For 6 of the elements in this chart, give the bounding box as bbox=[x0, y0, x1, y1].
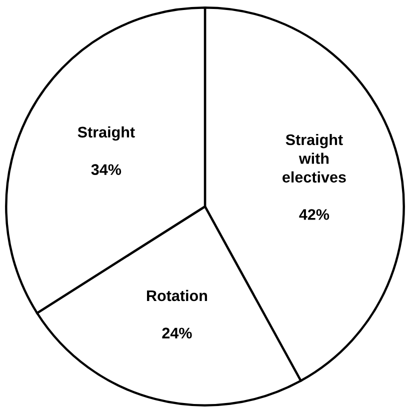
slice-label: Straight with electives bbox=[282, 134, 346, 183]
data-label: 34% bbox=[91, 164, 122, 176]
data-label: 42% bbox=[299, 209, 330, 220]
slice-label: Straight bbox=[78, 126, 135, 141]
slice-label: Rotation bbox=[147, 290, 207, 302]
data-label: 24% bbox=[162, 328, 192, 338]
